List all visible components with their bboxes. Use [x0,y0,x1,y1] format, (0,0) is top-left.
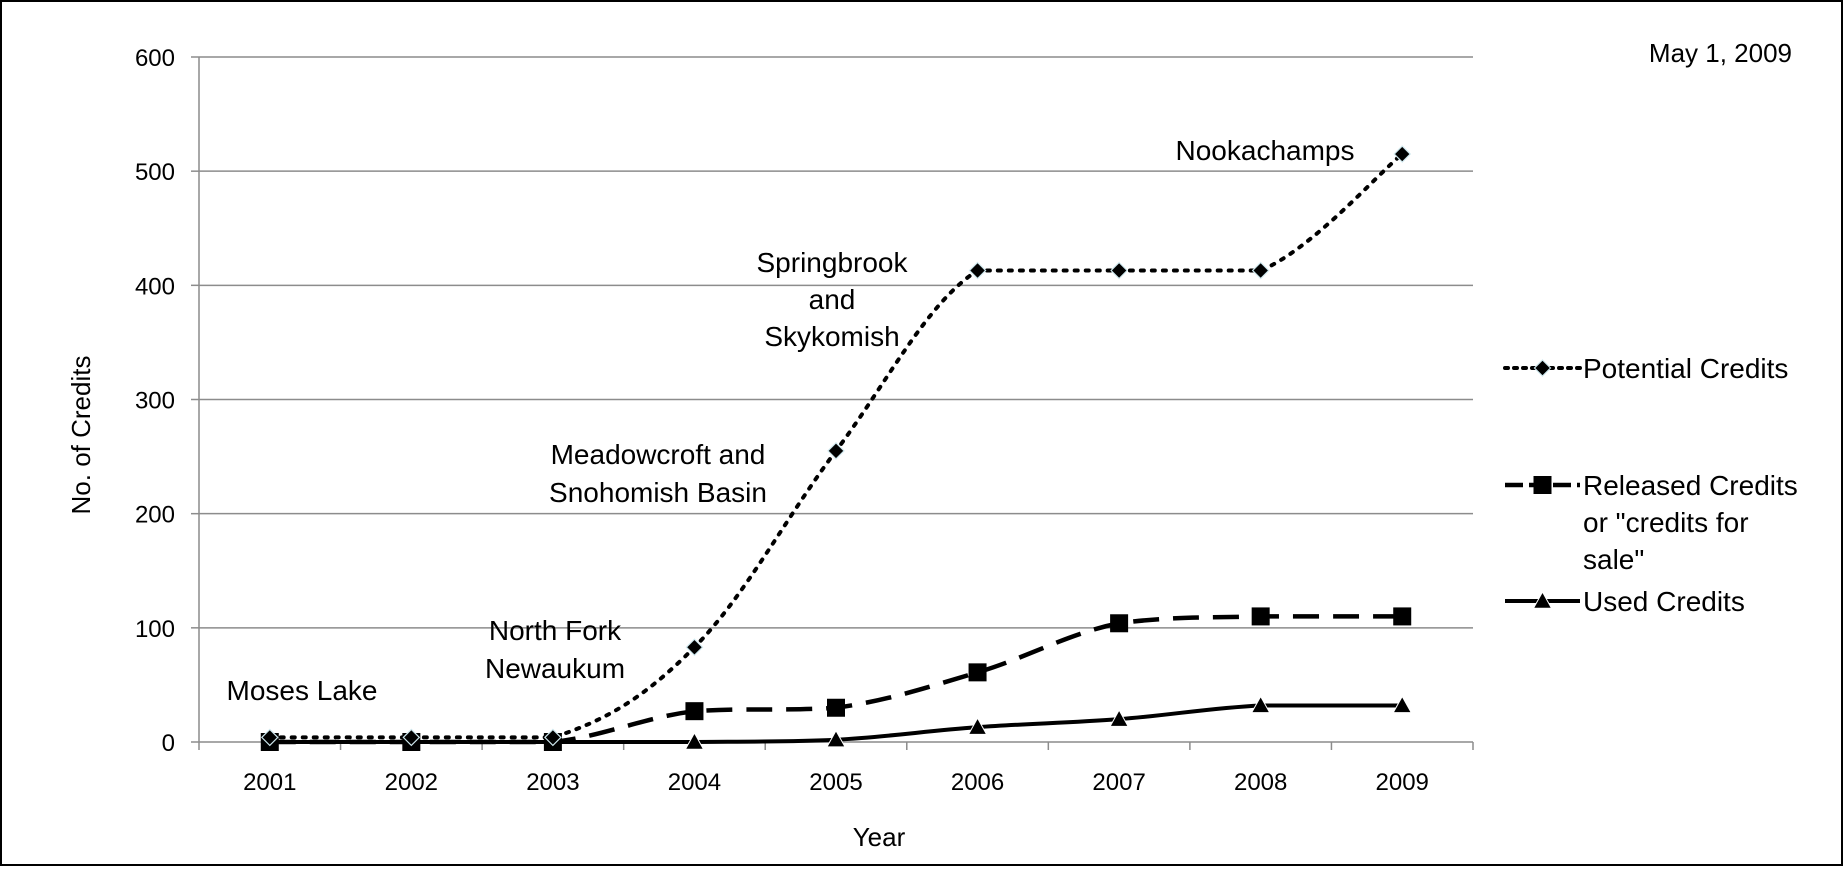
date-note: May 1, 2009 [1649,38,1792,68]
annotation-label: Snohomish Basin [549,477,767,508]
y-tick-label: 600 [135,45,175,72]
legend-potential-credits-marker [1533,359,1552,377]
x-tick-label: 2008 [1234,769,1287,796]
y-axis-title: No. of Credits [66,356,96,515]
used-credits-marker [1109,709,1129,727]
y-tick-label: 200 [135,502,175,529]
used-credits-marker [1392,695,1413,714]
released-credits-or-credits-for-sale-marker [968,663,987,682]
annotation-label: Springbrook [757,247,909,278]
released-credits-or-credits-for-sale-marker [1251,607,1270,626]
potential-credits-marker [1393,145,1412,163]
gridlines [199,56,1473,629]
used-credits-marker [684,731,705,750]
x-tick-label: 2005 [809,769,862,796]
potential-credits-marker [260,728,279,747]
legend-label: Released Credits [1583,470,1798,501]
released-credits-or-credits-for-sale-marker [1393,607,1412,626]
annotation-label: North Fork [489,615,622,646]
x-tick-labels: 2001 2002 2003 2004 2005 2006 2007 2008 2009 [243,769,1429,796]
released-credits-or-credits-for-sale-marker [685,702,704,721]
x-tick-label: 2006 [951,769,1004,796]
used-credits-marker [1250,695,1271,714]
x-tick-label: 2004 [668,769,721,796]
potential-credits-marker [1110,261,1128,280]
legend-label: Potential Credits [1583,353,1788,384]
y-tick-label: 400 [135,273,175,300]
potential-credits-marker [827,442,845,460]
x-tick-label: 2009 [1376,769,1429,796]
used-credits-marker [826,729,846,748]
legend-label: sale" [1583,544,1644,575]
released-credits-or-credits-for-sale-marker [1110,614,1129,633]
y-tick-label: 300 [135,388,175,415]
annotation-label: Newaukum [485,653,625,684]
annotation-label: Nookachamps [1176,135,1355,166]
annotation-label: and [809,284,856,315]
legend-label: or "credits for [1583,507,1749,538]
released-credits-or-credits-for-sale-marker [827,698,845,717]
legend: Potential Credits Released Credits or "cre… [1503,353,1798,617]
legend-released-credits-or-credits-for-sale-marker [1533,476,1552,494]
annotation-label: Meadowcroft and [551,439,766,470]
legend-label: Used Credits [1583,586,1745,617]
series-markers [259,145,1413,751]
legend-used-credits-marker [1532,590,1553,609]
annotations: Moses Lake North Fork Newaukum Meadowcroft … [227,135,1355,706]
x-tick-label: 2002 [385,769,438,796]
potential-credits-marker [1251,261,1270,280]
potential-credits-marker [685,638,704,657]
annotation-label: Moses Lake [227,675,378,706]
potential-credits-marker [402,728,421,747]
x-tick-label: 2003 [526,769,579,796]
x-tick-label: 2001 [243,769,296,796]
potential-credits-marker [544,728,562,747]
y-tick-label: 500 [135,159,175,186]
x-axis-title: Year [853,822,906,852]
y-tick-labels: 0 100 200 300 400 500 600 [135,45,175,757]
potential-credits-marker [968,261,987,280]
y-tick-label: 100 [135,616,175,643]
used-credits-marker [967,717,988,735]
y-tick-label: 0 [162,730,175,757]
x-tick-label: 2007 [1092,769,1145,796]
annotation-label: Skykomish [764,321,899,352]
